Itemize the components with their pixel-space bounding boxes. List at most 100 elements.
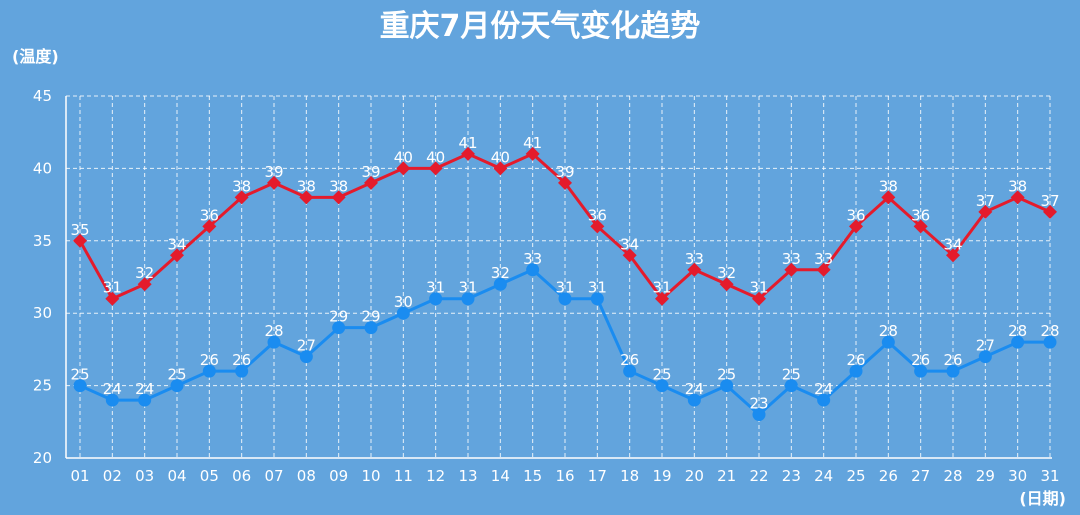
y-tick-labels: 20 25 30 35 40 45 — [33, 87, 52, 467]
data-point — [73, 233, 87, 248]
x-tick-label: 21 — [717, 467, 736, 485]
data-label: 26 — [620, 351, 639, 369]
data-point — [525, 146, 540, 161]
data-point — [526, 263, 540, 277]
data-point — [1010, 190, 1025, 205]
data-label: 31 — [652, 279, 671, 297]
data-label: 37 — [976, 192, 995, 210]
data-point — [687, 393, 701, 407]
data-point — [105, 291, 120, 306]
x-tick-label: 09 — [329, 467, 348, 485]
data-point — [623, 364, 637, 378]
data-label: 39 — [264, 163, 283, 181]
data-point — [299, 350, 313, 364]
data-point — [946, 364, 960, 378]
data-point — [461, 146, 475, 161]
data-label: 28 — [264, 322, 283, 340]
data-point — [913, 219, 928, 234]
x-tick-label: 16 — [555, 467, 574, 485]
data-label: 38 — [232, 177, 251, 195]
data-label: 31 — [103, 279, 122, 297]
data-point — [590, 219, 605, 234]
x-tick-label: 11 — [394, 467, 413, 485]
data-label: 32 — [135, 264, 154, 282]
data-point — [234, 190, 249, 205]
data-label: 34 — [167, 235, 186, 253]
data-label: 38 — [879, 177, 898, 195]
data-label: 24 — [103, 380, 122, 398]
y-tick-label: 25 — [33, 377, 52, 395]
x-tick-label: 17 — [588, 467, 607, 485]
data-label: 40 — [394, 148, 413, 166]
x-tick-label: 26 — [879, 467, 898, 485]
data-point — [170, 379, 184, 393]
data-point — [331, 190, 346, 205]
data-label: 28 — [1008, 322, 1027, 340]
data-point — [299, 190, 314, 205]
data-point — [332, 321, 346, 335]
data-point — [429, 292, 443, 306]
data-label: 24 — [135, 380, 154, 398]
data-label: 26 — [232, 351, 251, 369]
data-point — [720, 379, 734, 393]
data-label: 37 — [1040, 192, 1059, 210]
x-tick-label: 19 — [652, 467, 671, 485]
data-point — [105, 393, 119, 407]
data-point — [784, 262, 799, 277]
x-tick-label: 06 — [232, 467, 251, 485]
x-tick-label: 18 — [620, 467, 639, 485]
data-label: 29 — [361, 308, 380, 326]
data-point — [752, 408, 766, 422]
x-tick-label: 28 — [943, 467, 962, 485]
data-label: 30 — [394, 293, 413, 311]
data-label: 31 — [555, 279, 574, 297]
data-point — [493, 277, 507, 291]
data-point — [1011, 335, 1025, 349]
data-point — [881, 335, 895, 349]
x-tick-label: 25 — [846, 467, 865, 485]
x-tick-label: 05 — [200, 467, 219, 485]
data-point — [364, 321, 378, 335]
y-tick-label: 45 — [33, 87, 52, 105]
grid — [65, 95, 1052, 459]
data-label: 31 — [458, 279, 477, 297]
x-tick-label: 29 — [976, 467, 995, 485]
data-label: 28 — [879, 322, 898, 340]
data-point — [946, 248, 960, 263]
data-label: 33 — [782, 250, 801, 268]
data-point — [558, 292, 572, 306]
series-1: 35 31 32 34 36 38 39 38 38 39 40 40 41 40 41 39 36 34 31 33… — [70, 134, 1060, 306]
data-label: 40 — [426, 148, 445, 166]
data-point — [978, 204, 993, 219]
data-label: 25 — [167, 366, 186, 384]
data-point — [493, 161, 508, 176]
data-point — [1043, 335, 1057, 349]
series-group: 35 31 32 34 36 38 39 38 38 39 40 40 41 40 41 39 36 34 31 33… — [70, 134, 1060, 422]
data-point — [1043, 204, 1057, 219]
x-tick-label: 22 — [749, 467, 768, 485]
data-point — [267, 175, 281, 190]
data-label: 36 — [846, 206, 865, 224]
data-point — [73, 379, 87, 393]
data-label: 32 — [717, 264, 736, 282]
data-point — [138, 393, 152, 407]
data-label: 40 — [491, 148, 510, 166]
y-tick-label: 35 — [33, 232, 52, 250]
data-label: 39 — [361, 163, 380, 181]
data-label: 25 — [652, 366, 671, 384]
x-tick-labels: 01 02 03 04 05 06 07 08 09 10 11 12 13 14 15 16 17 18 19 20… — [70, 467, 1059, 485]
x-tick-label: 24 — [814, 467, 833, 485]
x-tick-label: 02 — [103, 467, 122, 485]
data-point — [170, 248, 184, 263]
data-label: 36 — [911, 206, 930, 224]
data-point — [817, 393, 831, 407]
data-point — [849, 364, 863, 378]
data-point — [202, 364, 216, 378]
data-point — [816, 262, 831, 277]
data-point — [784, 379, 798, 393]
x-tick-label: 13 — [458, 467, 477, 485]
data-label: 26 — [943, 351, 962, 369]
data-label: 38 — [329, 177, 348, 195]
data-point — [590, 292, 604, 306]
data-label: 28 — [1040, 322, 1059, 340]
